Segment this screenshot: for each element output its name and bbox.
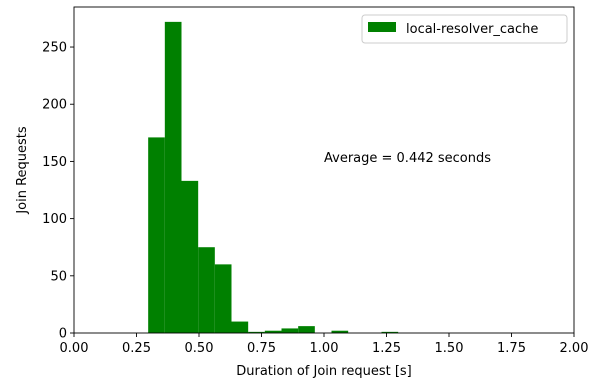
y-tick-label: 0: [59, 327, 67, 342]
x-tick-label: 1.00: [310, 341, 339, 356]
y-tick-label: 200: [42, 98, 67, 113]
legend: local-resolver_cache: [361, 14, 568, 44]
x-tick-label: 0.50: [185, 341, 214, 356]
y-tick-label: 50: [50, 269, 67, 284]
histogram-bar: [148, 137, 165, 333]
y-axis-ticks: 0 50 100 150 200 250: [42, 41, 74, 342]
x-axis-ticks: 0.00 0.25 0.50 0.75 1.00 1.25 1.50 1.75 2.00: [60, 333, 589, 356]
y-tick-label: 250: [42, 41, 67, 56]
x-tick-label: 0.00: [60, 341, 89, 356]
x-tick-label: 1.25: [372, 341, 401, 356]
histogram-bar: [264, 330, 282, 333]
histogram-bar: [231, 321, 249, 333]
histogram-bar: [214, 264, 232, 333]
histogram-bar: [298, 326, 315, 333]
histogram-bar: [381, 331, 399, 333]
legend-entry-label: local-resolver_cache: [406, 22, 538, 37]
histogram-bar: [198, 247, 215, 333]
average-annotation: Average = 0.442 seconds: [324, 151, 491, 166]
x-axis-label: Duration of Join request [s]: [236, 364, 412, 379]
x-tick-label: 0.75: [247, 341, 276, 356]
y-tick-label: 100: [42, 212, 67, 227]
histogram-bar: [164, 21, 182, 333]
x-tick-label: 2.00: [560, 341, 589, 356]
x-tick-label: 1.75: [497, 341, 526, 356]
legend-swatch: [368, 22, 396, 32]
histogram-bar: [281, 328, 299, 333]
x-tick-label: 1.50: [435, 341, 464, 356]
histogram-bars: [148, 21, 399, 333]
y-tick-label: 150: [42, 155, 67, 170]
y-axis-label: Join Requests: [15, 126, 30, 215]
legend-box: [361, 14, 568, 44]
histogram-bar: [181, 180, 199, 333]
x-tick-label: 0.25: [122, 341, 151, 356]
histogram-bar: [331, 330, 349, 333]
histogram-bar: [248, 331, 265, 333]
plot-frame: [73, 6, 575, 334]
